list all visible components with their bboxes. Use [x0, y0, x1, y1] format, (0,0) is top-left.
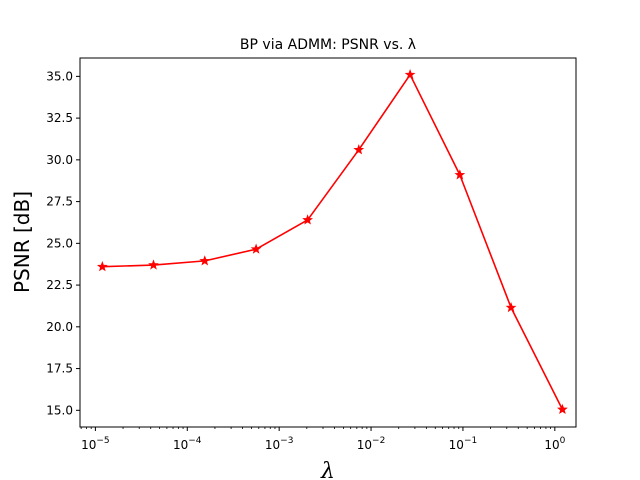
x-tick-exponent: −2 — [372, 436, 385, 446]
y-tick-label: 35.0 — [46, 69, 73, 83]
data-point-star — [250, 243, 262, 254]
x-tick-label: 10−3 — [265, 436, 294, 452]
y-tick-label: 20.0 — [46, 320, 73, 334]
x-axis-ticks: 10−5 10−4 10−3 10−2 10−1 100 — [80, 427, 566, 452]
y-tick-label: 25.0 — [46, 236, 73, 250]
x-tick-base: 10 — [449, 438, 464, 452]
x-tick-exponent: 0 — [560, 436, 566, 446]
x-tick-base: 10 — [544, 438, 559, 452]
y-tick-label: 17.5 — [46, 362, 73, 376]
x-tick-label: 10−5 — [81, 436, 110, 452]
x-tick-base: 10 — [81, 438, 96, 452]
plot-frame — [79, 57, 577, 428]
x-tick-label: 10−2 — [357, 436, 386, 452]
data-point-star — [505, 301, 517, 313]
x-tick-exponent: −4 — [188, 436, 202, 446]
x-tick-exponent: −3 — [280, 436, 293, 446]
y-axis-ticks: 15.0 17.5 20.0 22.5 25.0 27.5 30.0 32.5 35.0 — [46, 69, 80, 417]
x-tick-exponent: −1 — [464, 436, 477, 446]
x-axis-label: λ — [320, 459, 335, 480]
series-line — [102, 73, 564, 410]
data-point-star — [557, 403, 568, 415]
y-tick-label: 15.0 — [46, 403, 73, 417]
data-point-star — [302, 214, 314, 225]
chart-title: BP via ADMM: PSNR vs. λ — [240, 37, 416, 53]
data-point-star — [199, 255, 211, 266]
y-tick-label: 27.5 — [46, 195, 73, 209]
data-point-star — [96, 261, 108, 272]
y-axis-label: PSNR [dB] — [10, 191, 34, 293]
x-tick-base: 10 — [265, 438, 280, 452]
x-tick-base: 10 — [173, 438, 188, 452]
y-tick-label: 30.0 — [46, 153, 73, 167]
data-point-star — [404, 69, 416, 80]
x-tick-base: 10 — [357, 438, 372, 452]
series-layer — [96, 69, 568, 415]
x-tick-exponent: −5 — [96, 436, 109, 446]
y-tick-label: 22.5 — [46, 278, 73, 292]
x-tick-label: 10−1 — [449, 436, 478, 452]
data-point-star — [353, 144, 365, 155]
data-point-star — [454, 169, 466, 180]
data-point-star — [148, 259, 159, 270]
x-tick-label: 100 — [544, 436, 565, 452]
x-tick-label: 10−4 — [173, 436, 202, 452]
y-tick-label: 32.5 — [46, 111, 73, 125]
